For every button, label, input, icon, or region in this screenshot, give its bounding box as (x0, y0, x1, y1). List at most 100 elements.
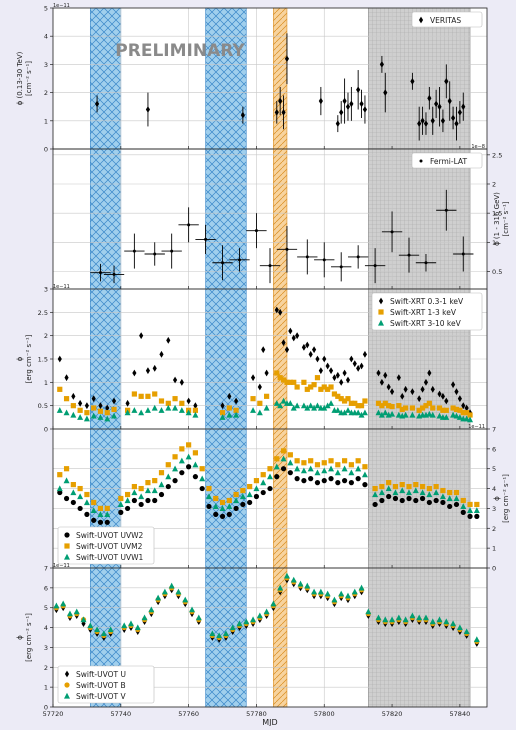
y-tick-label: 2 (492, 181, 496, 189)
y-tick-label: 2.5 (492, 151, 502, 159)
legend-box (57, 526, 155, 565)
data-point (165, 473, 172, 480)
data-point (305, 341, 310, 349)
shaded-region-2 (205, 7, 247, 150)
data-point (409, 411, 416, 418)
data-point (311, 382, 317, 388)
data-point (453, 501, 460, 508)
data-point (57, 355, 62, 363)
data-point (192, 474, 199, 480)
y-tick-label: 0 (44, 426, 48, 434)
y-tick-label: 2 (44, 89, 48, 97)
data-point (256, 612, 263, 619)
data-point (186, 397, 191, 405)
x-tick-label: 57760 (178, 710, 199, 718)
panel-uvot_opt: 0 1 2 3 4 5 6 7 1e−11 ϕ [erg cm⁻² s⁻¹] Swift-UVOT U… (16, 563, 488, 712)
data-point (373, 264, 377, 268)
data-point (457, 108, 462, 116)
data-point (193, 402, 198, 410)
series-swift-xrt-3-10-kev (56, 397, 474, 423)
data-point (456, 624, 463, 631)
data-point (447, 489, 453, 496)
data-point (155, 594, 162, 601)
y-tick-label: 6 (492, 445, 496, 453)
y-exponent-label: 1e−11 (468, 424, 485, 430)
data-point (307, 465, 314, 472)
data-point (463, 628, 470, 635)
data-point (314, 462, 321, 468)
data-point (199, 475, 206, 482)
data-point (151, 487, 158, 494)
data-point (294, 384, 300, 390)
data-point (284, 55, 290, 63)
data-point (185, 409, 192, 416)
data-point (386, 383, 391, 391)
data-point (179, 470, 185, 476)
data-point (97, 505, 104, 512)
data-point (283, 572, 290, 579)
data-point (362, 482, 368, 488)
data-point (447, 503, 453, 510)
data-point (287, 452, 293, 458)
data-point (439, 493, 446, 500)
data-point (172, 376, 178, 384)
data-point (280, 455, 287, 462)
data-point (141, 614, 148, 621)
data-point (450, 411, 457, 418)
data-point (443, 414, 450, 420)
data-point (277, 402, 284, 409)
data-point (390, 230, 394, 234)
shaded-region-1 (89, 148, 122, 290)
data-point (219, 410, 226, 416)
data-point (104, 410, 110, 416)
data-point (318, 367, 323, 375)
data-point (349, 355, 354, 363)
data-point (311, 588, 318, 595)
data-point (185, 453, 192, 460)
data-point (111, 406, 117, 412)
data-point (437, 390, 442, 398)
data-point (396, 374, 401, 382)
shaded-region-4 (368, 428, 471, 569)
data-point (344, 592, 351, 599)
data-point (420, 385, 425, 393)
data-point (131, 407, 138, 413)
data-point (213, 495, 219, 502)
data-point (153, 252, 157, 256)
data-point (165, 400, 171, 406)
data-point (206, 485, 212, 492)
data-point (280, 448, 287, 454)
data-point (321, 384, 327, 390)
data-point (422, 614, 429, 621)
data-point (345, 396, 351, 402)
data-point (247, 483, 253, 490)
data-point (348, 469, 355, 476)
data-point (427, 94, 432, 102)
data-point (277, 584, 284, 591)
data-point (145, 480, 151, 486)
data-point (426, 400, 432, 406)
data-point (182, 596, 189, 603)
data-point (304, 404, 311, 411)
y-tick-label: 1 (492, 545, 496, 553)
data-point (246, 491, 253, 498)
data-point (222, 630, 229, 637)
y-axis-label: ϕ (1 - 316 GeV) (493, 192, 501, 246)
data-point (90, 412, 97, 419)
data-point (219, 499, 226, 506)
data-point (144, 407, 151, 413)
data-point (443, 407, 449, 413)
data-point (382, 616, 389, 623)
data-point (328, 476, 334, 482)
data-point (212, 503, 219, 510)
data-point (453, 495, 460, 502)
data-point (419, 483, 426, 490)
data-point (423, 120, 429, 128)
data-point (453, 406, 460, 412)
data-point (339, 378, 344, 386)
data-point (314, 375, 321, 381)
data-point (460, 410, 466, 416)
data-point (253, 493, 260, 500)
data-point (423, 403, 429, 409)
y-tick-label: 3 (44, 286, 48, 294)
